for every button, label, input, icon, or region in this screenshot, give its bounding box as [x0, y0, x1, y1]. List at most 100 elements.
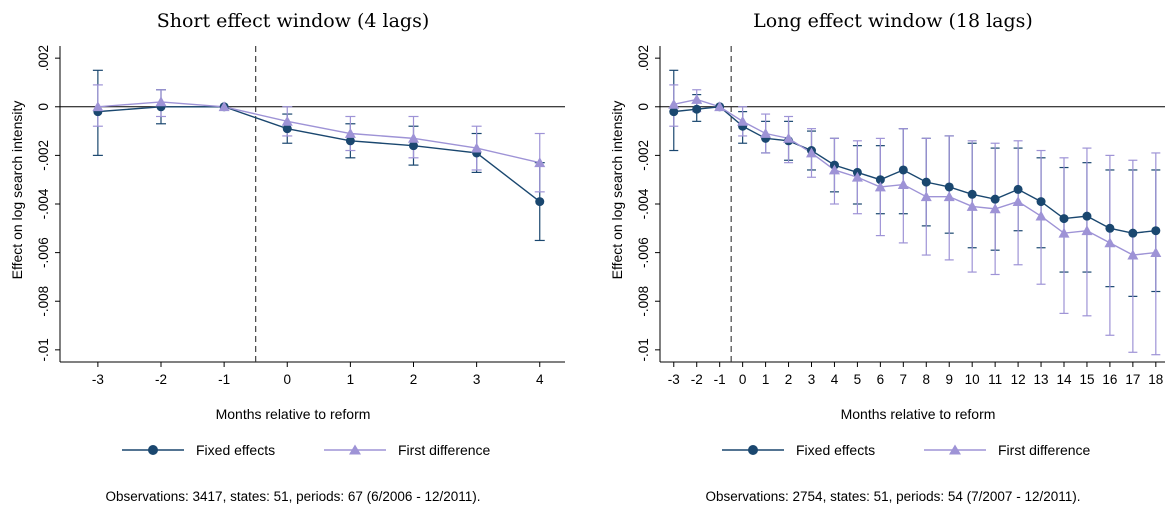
x-tick-label: -3 [668, 372, 680, 387]
data-point-fixed-effects [345, 136, 355, 146]
data-point-first-difference [1058, 227, 1070, 238]
y-tick-label: -.004 [36, 188, 51, 219]
y-axis-title: Effect on log search intensity [9, 101, 25, 280]
x-tick-label: -2 [155, 372, 167, 387]
plot-area: .002 0 -.002 -.004 -.006 -.008 -.01 -3 -2 -1 0 1 2 3 4 [36, 45, 565, 387]
chart-svg-long-window: Long effect window (18 lags) Effect on l… [609, 10, 1165, 504]
x-tick-label: 13 [1034, 372, 1049, 387]
data-point-first-difference [806, 147, 817, 158]
data-point-fixed-effects [921, 177, 931, 187]
data-point-first-difference [344, 128, 356, 138]
x-tick-label: 18 [1148, 372, 1163, 387]
data-point-first-difference [1150, 247, 1162, 258]
y-tick-label: -.008 [36, 286, 51, 317]
x-tick-label: 11 [988, 372, 1002, 387]
data-point-fixed-effects [409, 141, 418, 151]
data-point-first-difference [408, 132, 419, 143]
data-point-first-difference [1035, 210, 1047, 221]
legend: Fixed effects First difference [122, 442, 491, 458]
data-point-fixed-effects [898, 165, 908, 175]
data-point-fixed-effects [669, 107, 679, 117]
data-point-fixed-effects [535, 197, 545, 207]
data-point-fixed-effects [1013, 184, 1023, 194]
x-tick-label: 12 [1011, 372, 1026, 387]
data-point-first-difference [737, 115, 749, 126]
chart-panel-long-window: Long effect window (18 lags) Effect on l… [585, 0, 1170, 514]
data-point-first-difference [471, 142, 483, 153]
legend-label-fixed-effects: Fixed effects [796, 442, 875, 458]
x-axis-title: Months relative to reform [841, 406, 996, 422]
data-point-first-difference [714, 101, 726, 112]
series-line-first-difference [673, 98, 1156, 256]
y-tick-label: 0 [636, 103, 651, 111]
series-line-fixed-effects [673, 106, 1156, 234]
data-point-fixed-effects [692, 104, 702, 114]
data-point-first-difference [966, 200, 978, 211]
data-point-first-difference [897, 179, 909, 189]
legend: Fixed effects First difference [722, 442, 1091, 458]
x-tick-label: 2 [410, 372, 418, 387]
x-tick-label: 3 [808, 372, 816, 387]
data-point-first-difference [783, 132, 795, 143]
data-point-fixed-effects [944, 182, 954, 192]
x-tick-label: 10 [965, 372, 980, 387]
data-point-first-difference [828, 164, 840, 175]
data-point-first-difference [534, 157, 546, 168]
data-point-first-difference [851, 171, 863, 182]
x-tick-label: 0 [739, 372, 747, 387]
data-point-fixed-effects [1105, 223, 1115, 233]
observations-note: Observations: 2754, states: 51, periods:… [706, 489, 1081, 504]
data-point-fixed-effects [1082, 211, 1092, 221]
x-tick-label: -1 [714, 372, 726, 387]
x-tick-label: 1 [347, 372, 355, 387]
x-tick-label: 3 [473, 372, 481, 387]
data-point-first-difference [281, 115, 293, 126]
y-tick-label: .002 [36, 45, 51, 71]
data-point-first-difference [218, 101, 230, 112]
y-tick-label: -.006 [36, 237, 51, 268]
data-point-fixed-effects [1036, 197, 1046, 207]
x-tick-label: 2 [785, 372, 793, 387]
y-tick-label: -.006 [636, 237, 651, 268]
data-point-first-difference [1012, 196, 1024, 206]
observations-note: Observations: 3417, states: 51, periods:… [106, 489, 481, 504]
y-tick-label: -.002 [36, 140, 51, 171]
data-point-first-difference [92, 101, 104, 112]
legend-marker-first-difference [349, 444, 361, 455]
chart-title: Short effect window (4 lags) [157, 10, 430, 32]
x-tick-label: 16 [1102, 372, 1117, 387]
y-tick-label: .002 [636, 45, 651, 71]
data-point-first-difference [668, 98, 680, 109]
data-point-fixed-effects [967, 189, 977, 199]
x-tick-label: -3 [92, 372, 104, 387]
y-tick-label: -.002 [636, 140, 651, 171]
y-axis-title: Effect on log search intensity [609, 101, 625, 280]
data-point-first-difference [920, 191, 932, 202]
x-tick-label: 1 [762, 372, 770, 387]
x-tick-label: 14 [1056, 372, 1072, 387]
x-tick-label: 4 [831, 372, 839, 387]
data-point-first-difference [874, 181, 886, 192]
y-tick-label: 0 [36, 103, 51, 111]
y-tick-label: -.004 [636, 188, 651, 219]
data-point-first-difference [1104, 237, 1116, 248]
x-tick-label: 0 [283, 372, 291, 387]
x-tick-label: 17 [1125, 372, 1140, 387]
chart-panel-short-window: Short effect window (4 lags) Effect on l… [9, 10, 565, 504]
legend-label-first-difference: First difference [998, 442, 1091, 458]
data-point-fixed-effects [1128, 228, 1138, 238]
x-tick-label: -2 [691, 372, 703, 387]
data-point-fixed-effects [875, 175, 885, 185]
x-tick-label: -1 [218, 372, 230, 387]
legend-label-fixed-effects: Fixed effects [196, 442, 275, 458]
series-line-first-difference [97, 101, 540, 164]
data-point-first-difference [943, 191, 955, 202]
data-point-first-difference [155, 96, 167, 107]
y-tick-label: -.01 [636, 338, 651, 361]
y-tick-label: -.008 [636, 286, 651, 317]
data-point-fixed-effects [990, 194, 1000, 204]
x-tick-label: 4 [536, 372, 544, 387]
x-tick-label: 15 [1079, 372, 1094, 387]
data-point-fixed-effects [1151, 226, 1161, 236]
